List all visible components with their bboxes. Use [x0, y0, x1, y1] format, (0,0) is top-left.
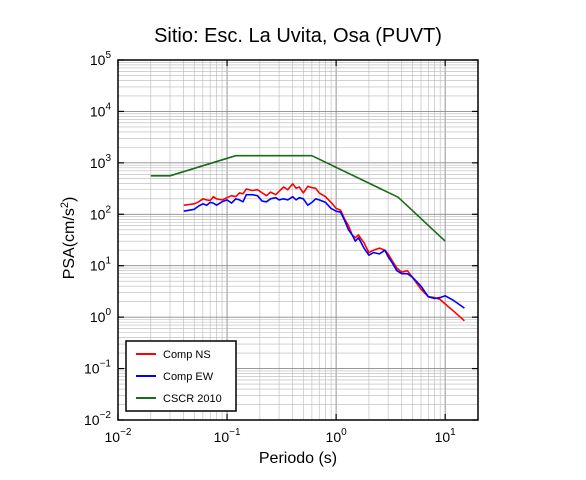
chart-title: Sitio: Esc. La Uvita, Osa (PUVT): [154, 25, 442, 47]
x-tick-label: 100: [326, 427, 348, 445]
y-tick-label-base: 10: [90, 52, 106, 68]
x-tick-label-exp: −1: [229, 427, 241, 438]
x-tick-label-exp: 1: [450, 427, 456, 438]
y-tick-label-exp: 0: [105, 307, 111, 318]
y-tick-label: 102: [90, 204, 112, 222]
y-tick-label-exp: 5: [105, 50, 111, 61]
series-layer: [150, 154, 465, 322]
y-tick-label-base: 10: [90, 309, 106, 325]
y-tick-label-base: 10: [84, 412, 100, 428]
x-tick-label-base: 10: [435, 429, 451, 445]
y-tick-label-base: 10: [90, 155, 106, 171]
y-axis-label: PSA(cm/s2): [59, 197, 78, 280]
y-tick-label-exp: −2: [100, 410, 112, 421]
x-tick-label: 10−2: [105, 427, 132, 445]
legend-label-2: CSCR 2010: [163, 393, 222, 405]
y-tick-label-exp: 3: [105, 153, 111, 164]
x-tick-label: 10−1: [214, 427, 241, 445]
y-tick-label: 103: [90, 153, 112, 171]
y-tick-label-exp: −1: [100, 359, 112, 370]
y-tick-label: 104: [90, 101, 112, 119]
y-tick-label-base: 10: [90, 206, 106, 222]
x-tick-label-base: 10: [214, 429, 230, 445]
y-tick-label: 105: [90, 50, 112, 68]
y-axis-label-tail: ): [61, 197, 78, 202]
legend-label-0: Comp NS: [163, 349, 211, 361]
y-tick-label-exp: 4: [105, 101, 111, 112]
x-tick-label-base: 10: [326, 429, 342, 445]
y-tick-label: 10−2: [84, 410, 111, 428]
x-tick-label-base: 10: [105, 429, 121, 445]
x-tick-label-exp: 0: [341, 427, 347, 438]
y-tick-label: 100: [90, 307, 112, 325]
y-tick-label-exp: 2: [105, 204, 111, 215]
grid: [117, 59, 479, 421]
x-tick-label-exp: −2: [120, 427, 132, 438]
plot-frame: [117, 59, 479, 421]
series-line-1: [183, 193, 465, 309]
y-tick-label-base: 10: [84, 361, 100, 377]
legend: Comp NS Comp EW CSCR 2010: [125, 340, 237, 412]
x-tick-label: 101: [435, 427, 457, 445]
y-tick-label: 10−1: [84, 359, 111, 377]
series-line-2: [150, 154, 446, 242]
y-tick-label-base: 10: [90, 258, 106, 274]
tick-marks: [117, 59, 478, 421]
y-tick-label-exp: 1: [105, 256, 111, 267]
x-axis-label: Periodo (s): [259, 450, 337, 467]
series-line-0: [183, 183, 465, 322]
y-tick-label-base: 10: [90, 103, 106, 119]
y-axis-label-sup: 2: [59, 202, 71, 208]
y-tick-label: 101: [90, 256, 112, 274]
legend-label-1: Comp EW: [163, 371, 214, 383]
y-axis-label-base: PSA(cm/s: [61, 208, 78, 279]
